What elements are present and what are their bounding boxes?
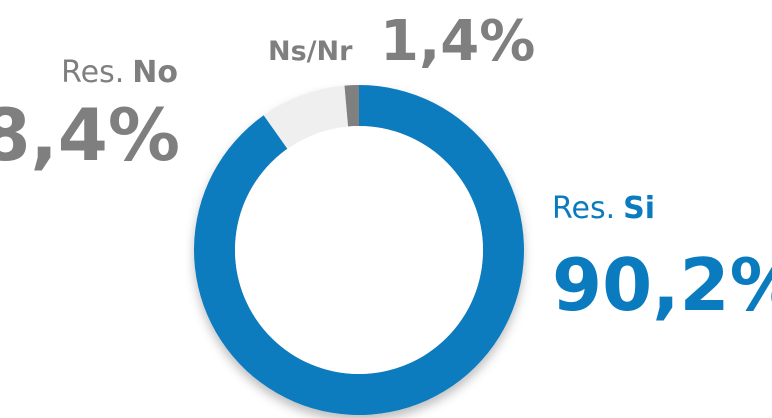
category-name: Si xyxy=(623,191,655,226)
category-label: Res. No xyxy=(61,55,178,90)
donut-segment xyxy=(263,85,349,149)
category-prefix: Res. xyxy=(61,55,124,90)
value-label: 8,4% xyxy=(0,93,180,177)
donut-segment xyxy=(344,85,359,127)
category-name: No xyxy=(132,55,178,90)
category-prefix: Res. xyxy=(552,191,615,226)
category-name: Ns/Nr xyxy=(268,36,353,67)
value-label: 1,4% xyxy=(380,9,535,74)
category-label: Ns/Nr xyxy=(268,36,353,67)
donut xyxy=(193,85,524,415)
category-label: Res. Si xyxy=(552,191,655,226)
donut-hole xyxy=(235,126,483,374)
value-label: 90,2% xyxy=(552,243,772,327)
